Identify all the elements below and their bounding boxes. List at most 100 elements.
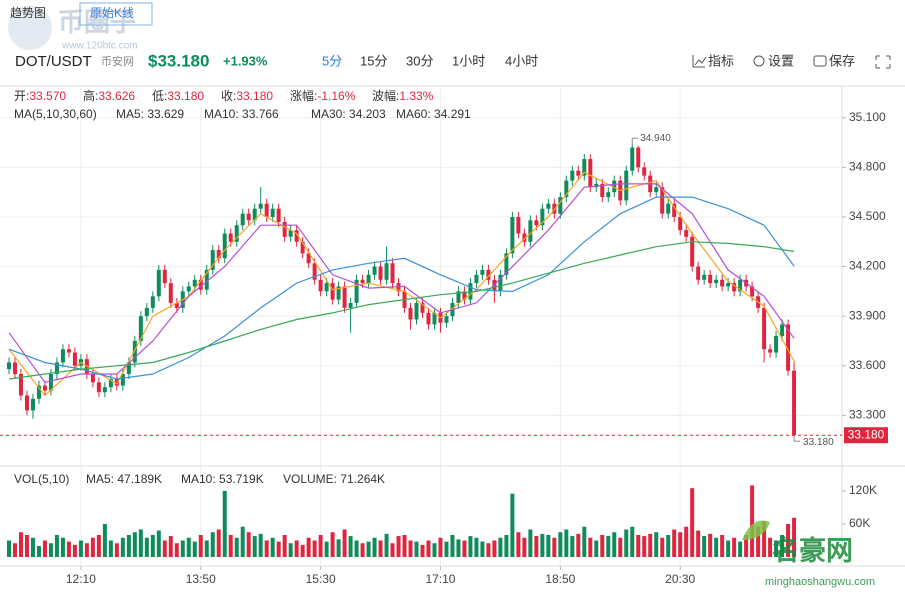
volume-bar (414, 541, 419, 557)
volume-bar (150, 534, 155, 557)
x-tick-label: 15:30 (306, 572, 336, 586)
candle-body (762, 307, 767, 350)
tab[interactable]: 趋势图 (10, 6, 46, 20)
price: $33.180 (148, 51, 209, 70)
high-marker-label: 34.940 (640, 133, 671, 144)
icon-fullscreen[interactable] (875, 55, 891, 69)
low-marker-label: 33.180 (803, 437, 834, 448)
candle-body (276, 208, 281, 222)
grid (0, 88, 846, 570)
candle-body (216, 250, 221, 259)
candle-body (432, 312, 437, 325)
info-value: -1.16% (317, 89, 355, 103)
ohlc-info: 开:33.570 (14, 89, 66, 103)
watermark-leaf (742, 520, 770, 540)
candle-body (360, 279, 365, 284)
candle-body (366, 274, 371, 284)
tool[interactable]: 设置 (768, 53, 794, 68)
icon-settings[interactable] (753, 55, 765, 67)
info-label: 收: (221, 89, 236, 103)
volume-bar (204, 540, 209, 557)
candle-body (192, 279, 197, 287)
candle-body (600, 183, 605, 198)
volume-bar (756, 526, 761, 557)
ohlc-info: 高:33.626 (83, 88, 135, 103)
watermark-bottom: 名豪网 minghaoshangwu.com (742, 520, 875, 588)
candle-body (270, 208, 275, 217)
volume-bar (24, 534, 29, 557)
volume-title: VOL(5,10) (14, 472, 69, 486)
candle-body (708, 274, 713, 284)
volume-bar (246, 532, 251, 557)
y-tick-label: 34.500 (849, 209, 886, 223)
candle-body (624, 170, 629, 201)
volume-bar (552, 537, 557, 557)
volume-bar (108, 540, 113, 557)
info-label: 低: (152, 89, 167, 103)
tool[interactable]: 保存 (829, 53, 855, 68)
volume-bar (168, 536, 173, 557)
volume-bar (678, 532, 683, 557)
interval-button[interactable]: 4小时 (505, 53, 538, 68)
volume-bar (372, 537, 377, 557)
icon-save[interactable] (813, 55, 827, 67)
change: +1.93% (223, 53, 268, 68)
labels: 开:33.570 高:33.626 低:33.180 收:33.180 涨幅:-1.16… (0, 88, 888, 586)
info-value: 33.180 (167, 89, 204, 103)
tab[interactable]: 原始K线 (90, 6, 134, 20)
candle-body (390, 263, 395, 284)
volume-bar (36, 545, 41, 557)
candle-body (306, 253, 311, 264)
tab-box[interactable] (79, 2, 153, 26)
volume-bar (90, 537, 95, 557)
candle-body (336, 286, 341, 300)
volume-bar (456, 539, 461, 557)
candle-body (204, 269, 209, 290)
volume-bar (726, 540, 731, 557)
candle-body (294, 230, 299, 242)
volume-bar (432, 543, 437, 557)
candle-body (714, 279, 719, 284)
volume-bar (486, 543, 491, 557)
legend-entry: MA5: 33.629 (116, 107, 184, 121)
candle-body (768, 349, 773, 353)
volume-bar (318, 534, 323, 557)
candle-body (480, 269, 485, 275)
volume-bar (330, 532, 335, 557)
watermark-text: 币圈子 (58, 7, 136, 37)
volume-bar (576, 533, 581, 557)
interval-button[interactable]: 15分 (360, 53, 387, 68)
candle-body (654, 187, 659, 193)
candle-body (354, 279, 359, 303)
candle-body (312, 263, 317, 280)
candle-body (282, 221, 287, 237)
interval-button[interactable]: 30分 (406, 53, 433, 68)
candle-body (174, 302, 179, 308)
candle-body (6, 362, 11, 370)
interval-button[interactable]: 5分 (322, 53, 342, 68)
volume-bar (96, 534, 101, 557)
candle-body (672, 203, 677, 217)
candle-body (486, 269, 491, 280)
candle-body (168, 283, 173, 303)
interval-button[interactable]: 1小时 (452, 53, 485, 68)
candle-body (504, 253, 509, 275)
candle-body (384, 263, 389, 280)
candle-body (318, 279, 323, 292)
icon-indicator[interactable] (692, 55, 707, 68)
x-tick-label: 13:50 (186, 572, 216, 586)
volume-bar (780, 534, 785, 557)
volume-bar (300, 544, 305, 557)
volume-bar (516, 532, 521, 557)
volume-bar (708, 533, 713, 557)
tool[interactable]: 指标 (708, 53, 734, 68)
candle-body (444, 316, 449, 323)
candle-body (510, 216, 515, 254)
candle-body (114, 378, 119, 386)
candle-body (72, 352, 77, 366)
volume-bar (546, 534, 551, 557)
candle-body (156, 269, 161, 297)
candle-body (36, 385, 41, 399)
volume-bar (462, 540, 467, 557)
